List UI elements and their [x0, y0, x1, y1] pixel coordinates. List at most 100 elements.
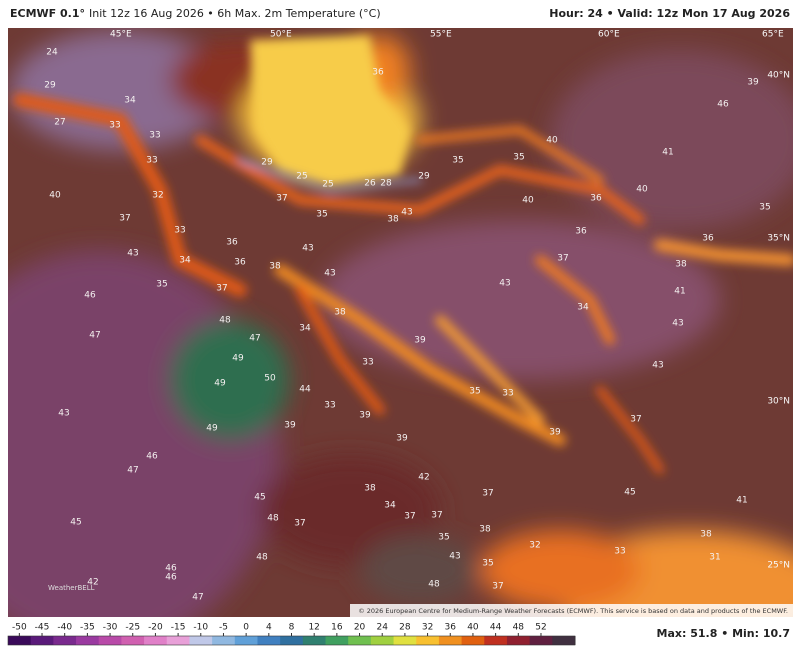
colorbar-swatch: [257, 636, 281, 645]
temperature-label: 43: [127, 249, 138, 259]
temperature-label: 44: [299, 385, 311, 395]
temperature-label: 34: [124, 96, 136, 106]
temperature-label: 37: [492, 582, 503, 592]
temperature-label: 39: [284, 421, 296, 431]
colorbar-swatch: [461, 636, 485, 645]
map: 24 29 27 34 33 33 33 40 32 37 43 33 36 34 36 38 37 35 46 47…: [8, 28, 793, 617]
colorbar-tick-label: -35: [80, 623, 95, 633]
temperature-label: 45: [254, 493, 265, 503]
colorbar-tick-label: -10: [193, 623, 208, 633]
temperature-label: 46: [84, 291, 96, 301]
colorbar-swatch: [30, 636, 54, 645]
temperature-label: 35: [452, 156, 463, 166]
temperature-label: 42: [87, 578, 98, 588]
colorbar-tick-label: 32: [422, 623, 433, 633]
temperature-label: 40: [522, 196, 534, 206]
colorbar-tick-label: 12: [308, 623, 319, 633]
colorbar-swatch: [189, 636, 213, 645]
colorbar-swatch: [234, 636, 258, 645]
colorbar-tick-label: 16: [331, 623, 343, 633]
colorbar-tick-label: -15: [171, 623, 186, 633]
geo-label: 50°E: [270, 30, 292, 40]
temperature-label: 45: [70, 518, 81, 528]
temperature-label: 47: [127, 466, 138, 476]
temperature-label: 46: [165, 564, 177, 574]
colorbar: -50 -45 -40 -35 -30 -25 -20 -15 -10 -5 0 4 8 12 16 20 24…: [7, 623, 576, 646]
temperature-label: 38: [364, 484, 376, 494]
colorbar-tick-label: 28: [399, 623, 411, 633]
temperature-label: 50: [264, 374, 276, 384]
temperature-label: 33: [149, 131, 160, 141]
temperature-label: 41: [674, 287, 685, 297]
temperature-label: 40: [49, 191, 61, 201]
geo-label: 35°N: [767, 234, 790, 244]
temperature-label: 29: [261, 158, 273, 168]
colorbar-swatch: [8, 636, 32, 645]
temperature-label: 43: [401, 208, 412, 218]
temperature-label: 40: [546, 136, 558, 146]
temperature-label: 47: [89, 331, 100, 341]
temperature-label: 37: [276, 194, 287, 204]
colorbar-tick-label: -45: [35, 623, 50, 633]
credit: © 2026 European Centre for Medium-Range …: [358, 607, 788, 615]
temperature-label: 48: [428, 580, 440, 590]
temperature-label: 33: [146, 156, 157, 166]
temperature-label: 33: [614, 547, 625, 557]
credit-box: [350, 604, 793, 617]
temperature-label: 33: [324, 401, 335, 411]
temperature-label: 36: [234, 258, 246, 268]
model: ECMWF 0.1°: [10, 7, 85, 20]
temperature-label: 39: [396, 434, 408, 444]
temperature-label: 38: [387, 215, 399, 225]
colorbar-swatch: [144, 636, 168, 645]
colorbar-swatch: [348, 636, 372, 645]
colorbar-tick-label: 48: [513, 623, 525, 633]
colorbar-tick-label: 20: [354, 623, 366, 633]
colorbar-tick-label: -5: [219, 623, 228, 633]
geo-label: 45°E: [110, 30, 132, 40]
temperature-label: 27: [54, 118, 65, 128]
temperature-label: 39: [414, 336, 426, 346]
temperature-label: 29: [44, 81, 56, 91]
temperature-label: 49: [206, 424, 218, 434]
temperature-label: 41: [736, 496, 747, 506]
colorbar-tick-label: -20: [148, 623, 163, 633]
geo-label: 65°E: [762, 30, 784, 40]
colorbar-swatch: [302, 636, 327, 645]
geo-label: 60°E: [598, 30, 620, 40]
temperature-label: 37: [557, 254, 568, 264]
header-left: ECMWF 0.1° Init 12z 16 Aug 2026 • 6h Max.…: [10, 7, 381, 20]
temperature-label: 36: [372, 68, 384, 78]
temperature-label: 34: [299, 324, 311, 334]
temperature-label: 35: [156, 280, 167, 290]
temperature-label: 37: [294, 519, 305, 529]
temperature-label: 34: [179, 256, 191, 266]
temperature-label: 34: [384, 501, 396, 511]
temperature-label: 35: [316, 210, 327, 220]
temperature-label: 43: [652, 361, 663, 371]
temperature-label: 43: [499, 279, 510, 289]
colorbar-tick-label: 0: [243, 623, 249, 633]
temperature-label: 35: [482, 559, 493, 569]
temperature-label: 47: [192, 593, 203, 603]
temperature-label: 43: [324, 269, 335, 279]
temperature-label: 43: [302, 244, 313, 254]
colorbar-swatch: [506, 636, 531, 645]
colorbar-swatch: [98, 636, 122, 645]
temperature-label: 39: [549, 428, 561, 438]
colorbar-tick-label: -40: [57, 623, 72, 633]
temperature-label: 49: [214, 379, 226, 389]
colorbar-swatch: [76, 636, 100, 645]
temperature-label: 38: [675, 260, 687, 270]
colorbar-tick-label: 24: [376, 623, 388, 633]
temperature-label: 43: [449, 552, 460, 562]
temperature-label: 39: [747, 78, 759, 88]
temperature-label: 31: [709, 553, 720, 563]
temperature-label: 32: [529, 541, 540, 551]
temperature-label: 37: [431, 511, 442, 521]
temperature-label: 49: [232, 354, 244, 364]
temperature-label: 42: [418, 473, 429, 483]
temperature-label: 38: [269, 262, 281, 272]
temperature-label: 41: [662, 148, 673, 158]
